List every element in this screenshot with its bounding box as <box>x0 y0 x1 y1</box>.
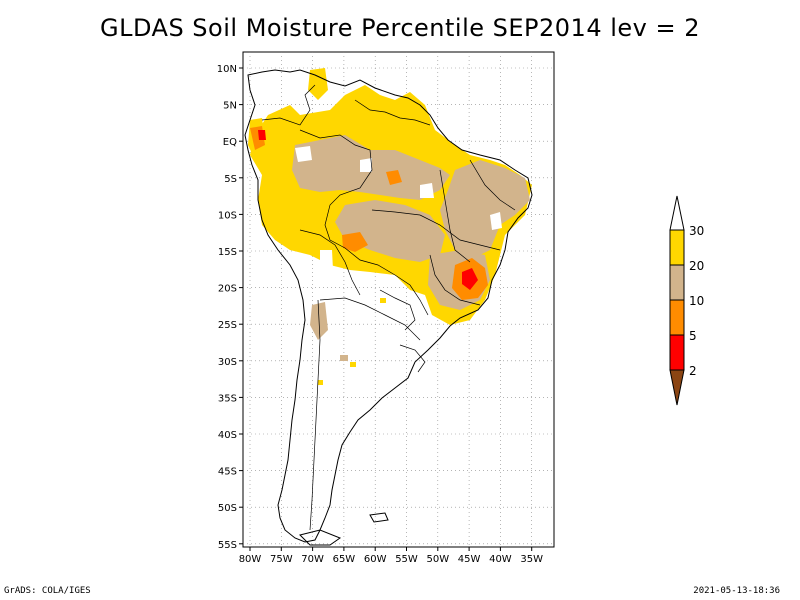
lat-label: 45S <box>218 467 237 478</box>
lat-label: 10N <box>217 64 237 75</box>
shade-yellow-north <box>308 68 328 100</box>
shade-white-5 <box>490 212 502 230</box>
border-uruguay <box>399 344 426 373</box>
colorbar-label-5: 5 <box>689 329 697 343</box>
lon-label: 40W <box>489 554 512 565</box>
border-brazil-states-4 <box>371 209 421 216</box>
lat-label: 5N <box>223 101 237 112</box>
shade-patch-2 <box>350 362 356 367</box>
colorbar-20-30 <box>669 229 685 266</box>
border-brazil-west <box>299 129 429 316</box>
border-brazil-states-1 <box>439 169 471 263</box>
shade-white-3 <box>360 158 372 172</box>
lon-label: 60W <box>364 554 387 565</box>
lat-label: 10S <box>218 210 237 221</box>
lat-label: EQ <box>223 137 237 148</box>
colorbar-10-20 <box>669 264 685 301</box>
border-colombia <box>261 84 316 126</box>
colorbar: 30 20 10 5 2 <box>669 195 704 406</box>
lat-label: 55S <box>218 540 237 551</box>
border-chile-argentina <box>309 299 321 531</box>
south-america-coastline <box>244 69 533 543</box>
lon-label: 75W <box>270 554 293 565</box>
border-paraguay <box>379 289 416 331</box>
lon-label: 80W <box>239 554 262 565</box>
colorbar-label-10: 10 <box>689 294 704 308</box>
lon-label: 70W <box>301 554 324 565</box>
shade-patch-4 <box>380 298 386 303</box>
colorbar-label-20: 20 <box>689 259 704 273</box>
lat-label: 25S <box>218 320 237 331</box>
falklands <box>369 512 389 523</box>
grid-lines <box>239 52 554 551</box>
lon-label: 35W <box>520 554 543 565</box>
lat-label: 50S <box>218 503 237 514</box>
border-brazil-states-3 <box>419 214 501 251</box>
shade-tan-east <box>440 160 530 260</box>
lat-label: 30S <box>218 357 237 368</box>
shade-white-2 <box>320 250 333 272</box>
tierra-del-fuego <box>299 529 342 546</box>
lon-label: 65W <box>333 554 356 565</box>
colorbar-label-2: 2 <box>689 364 697 378</box>
shade-white-1 <box>295 146 312 162</box>
latitude-labels: 10N 5N EQ 5S 10S 15S 20S 25S 30S 35S 40S 45S 50S 55S <box>217 64 237 551</box>
border-brazil-states-5 <box>429 254 481 306</box>
map-title: GLDAS Soil Moisture Percentile SEP2014 l… <box>100 14 700 42</box>
shade-red-2 <box>258 130 266 140</box>
country-borders <box>261 84 516 531</box>
moisture-shading <box>248 68 532 385</box>
lat-label: 5S <box>224 174 237 185</box>
colorbar-label-30: 30 <box>689 224 704 238</box>
shade-patch-3 <box>318 380 323 385</box>
border-peru-bolivia <box>299 229 361 296</box>
colorbar-bottom-triangle <box>669 369 685 406</box>
colorbar-5-10 <box>669 299 685 336</box>
lat-label: 15S <box>218 247 237 258</box>
lon-label: 45W <box>458 554 481 565</box>
coastlines <box>244 69 533 546</box>
border-brazil-states-2 <box>469 159 516 211</box>
lat-label: 40S <box>218 430 237 441</box>
longitude-labels: 80W 75W 70W 65W 60W 55W 50W 45W 40W 35W <box>239 554 543 565</box>
lon-label: 55W <box>395 554 418 565</box>
footer-credit: GrADS: COLA/IGES <box>4 586 91 596</box>
colorbar-2-5 <box>669 334 685 371</box>
shade-orange-2 <box>342 232 368 252</box>
lon-label: 50W <box>426 554 449 565</box>
colorbar-top-triangle <box>669 195 685 231</box>
shade-red-1 <box>462 268 478 290</box>
shade-orange-4 <box>386 170 402 185</box>
lat-label: 35S <box>218 393 237 404</box>
lat-label: 20S <box>218 284 237 295</box>
shade-white-4 <box>420 183 434 198</box>
border-brazil-north <box>354 99 431 126</box>
footer-timestamp: 2021-05-13-18:36 <box>693 586 780 596</box>
shade-patch-1 <box>340 355 348 361</box>
